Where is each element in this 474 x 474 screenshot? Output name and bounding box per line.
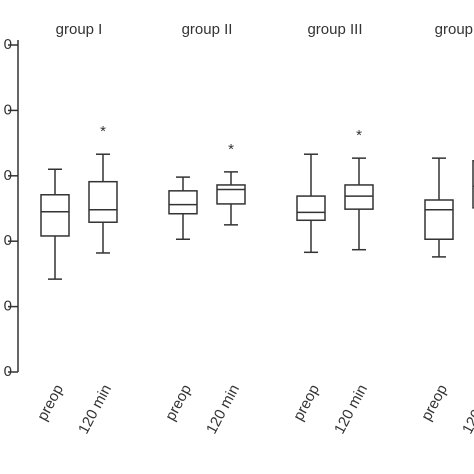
y-tick-label: 0: [4, 298, 12, 315]
x-tick-label: 120 min: [331, 382, 371, 437]
box: [168, 190, 198, 215]
x-tick-label: preop: [290, 382, 323, 424]
box: [40, 194, 70, 237]
x-tick-label: preop: [162, 382, 195, 424]
box: [88, 180, 118, 223]
x-tick-label: 120 min: [459, 382, 474, 437]
x-tick-label: preop: [34, 382, 67, 424]
y-tick-label: 0: [4, 36, 12, 53]
box: [424, 199, 454, 240]
y-tick-label: 0: [4, 101, 12, 118]
x-tick-label: preop: [418, 382, 451, 424]
significance-mark: *: [228, 141, 234, 158]
group-label: group III: [307, 21, 362, 38]
x-tick-label: 120 min: [75, 382, 115, 437]
group-label: group I: [56, 21, 103, 38]
y-tick-label: 0: [4, 167, 12, 184]
group-label: group II: [182, 21, 233, 38]
significance-mark: *: [100, 123, 106, 140]
box: [296, 195, 326, 222]
significance-mark: *: [356, 127, 362, 144]
y-tick-label: 0: [4, 232, 12, 249]
box: [344, 184, 374, 210]
box: [216, 184, 246, 205]
y-tick-label: 0: [4, 363, 12, 380]
group-label: group IV: [435, 21, 474, 38]
x-tick-label: 120 min: [203, 382, 243, 437]
